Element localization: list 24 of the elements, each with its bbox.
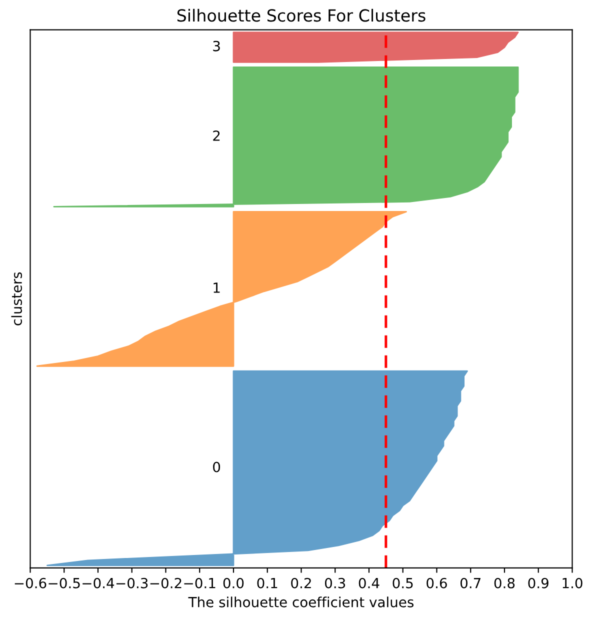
x-tick-label: 0.9 [528,578,548,588]
series-label: 1 [214,282,220,293]
x-tick-label: −0.3 [116,578,148,588]
x-tick-label: 0.1 [257,578,278,588]
x-tick-label: 0.8 [494,578,515,588]
x-tick-label: 1.0 [562,578,582,588]
x-tick-label: 0.7 [460,578,480,588]
chart-title: Silhouette Scores For Clusters [177,8,426,22]
x-tick-label: −0.2 [150,578,182,588]
x-axis-title: The silhouette coefficient values [188,596,414,608]
x-tick-label: 0.0 [223,578,244,588]
x-tick-label: 0.2 [291,578,311,588]
series-label: 0 [213,462,220,472]
x-tick-label: −0.1 [184,578,216,588]
series-label: 3 [213,40,220,52]
x-tick-label: 0.6 [426,578,447,588]
x-tick-label: −0.5 [48,578,80,588]
y-axis-title: clusters [11,272,22,326]
x-tick-label: −0.6 [14,578,46,588]
x-tick-label: −0.4 [82,578,114,588]
x-tick-label: 0.4 [358,578,380,588]
series-label: 2 [213,130,220,141]
x-tick-label: 0.3 [324,578,346,588]
x-tick-label: 0.5 [392,578,413,588]
